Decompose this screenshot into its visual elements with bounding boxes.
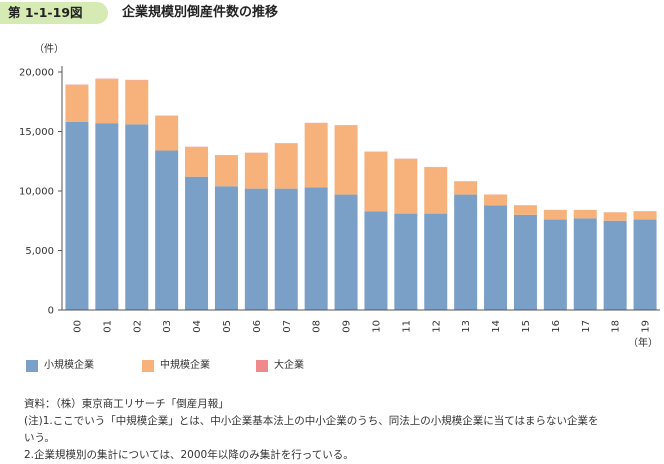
bar-segment-medium: [364, 151, 388, 212]
x-tick-label: 14: [491, 320, 502, 333]
bar-segment-small: [334, 194, 358, 310]
bar-segment-small: [424, 213, 448, 310]
legend-swatch-large: [256, 360, 268, 372]
x-tick-label: 13: [461, 320, 472, 333]
bar-segment-medium: [214, 155, 238, 187]
figure-notes: 資料：（株）東京商工リサーチ「倒産月報」 (注)1.ここでいう「中規模企業」とは…: [24, 396, 654, 464]
x-tick-label: 05: [222, 320, 233, 333]
bar-segment-medium: [394, 158, 418, 214]
bar-segment-medium: [304, 123, 328, 188]
x-tick-label: 01: [102, 320, 113, 333]
bar-segment-small: [185, 176, 209, 310]
bar-segment-small: [214, 186, 238, 310]
x-tick-label: 12: [431, 320, 442, 333]
legend-swatch-medium: [142, 360, 154, 372]
figure-header: 第 1-1-19図 企業規模別倒産件数の推移: [0, 0, 664, 28]
x-tick-label: 03: [162, 320, 173, 333]
bar-segment-small: [155, 150, 179, 310]
x-tick-label: 02: [132, 320, 143, 333]
stacked-bar-chart: （件） 0 5,000 10,000 15,000 20,000 00 01 02 03 04 05 0…: [19, 43, 660, 349]
bar-segment-medium: [65, 85, 89, 122]
x-tick-label: 18: [611, 320, 622, 333]
y-axis-unit: （件）: [34, 43, 64, 55]
x-tick-label: 08: [312, 320, 323, 333]
figure-number: 第 1-1-19図: [0, 2, 108, 24]
x-tick-label: 07: [282, 320, 293, 333]
bar-segment-medium: [543, 210, 567, 220]
bar-segment-medium: [424, 167, 448, 214]
figure-title: 企業規模別倒産件数の推移: [122, 5, 279, 20]
source-note: 資料：（株）東京商工リサーチ「倒産月報」: [24, 398, 229, 410]
bar-segment-medium: [274, 143, 298, 189]
bar-segment-small: [603, 220, 627, 310]
bar-segment-medium: [185, 146, 209, 177]
bar-segment-small: [543, 219, 567, 310]
bar-segment-medium: [95, 79, 119, 124]
bar-segment-medium: [513, 205, 537, 215]
y-tick-label: 10,000: [19, 187, 54, 198]
bar-segment-medium: [603, 212, 627, 221]
x-tick-label: 17: [581, 320, 592, 333]
x-tick-label: 09: [342, 320, 353, 333]
bar-segment-small: [454, 194, 478, 310]
x-tick-label: 15: [521, 320, 532, 333]
bar-segment-small: [573, 218, 597, 310]
x-axis-unit: （年）: [628, 336, 658, 349]
legend-label-medium: 中規模企業: [160, 360, 210, 371]
chart-legend: 小規模企業 中規模企業 大企業: [26, 358, 426, 374]
bar-segment-medium: [573, 210, 597, 219]
bar-segment-medium: [454, 181, 478, 195]
x-tick-label: 11: [401, 320, 412, 333]
bar-segment-small: [274, 188, 298, 310]
y-tick-label: 20,000: [19, 68, 54, 79]
x-tick-label: 00: [72, 320, 83, 333]
bar-segment-small: [65, 121, 89, 310]
x-tick-label: 06: [252, 320, 263, 333]
legend-label-small: 小規模企業: [44, 360, 94, 371]
bar-segment-medium: [484, 194, 508, 206]
y-tick-label: 15,000: [19, 127, 54, 138]
note-1-line-2: いう。: [24, 432, 55, 444]
bar-segment-small: [125, 124, 149, 310]
note-1-line-1: (注)1.ここでいう「中規模企業」とは、中小企業基本法上の中小企業のうち、同法上…: [24, 415, 599, 427]
x-tick-label: 10: [371, 320, 382, 333]
bar-segment-small: [95, 123, 119, 310]
bar-segment-small: [244, 188, 268, 310]
bar-segment-small: [364, 211, 388, 310]
legend-swatch-small: [26, 360, 38, 372]
bar-segment-small: [394, 213, 418, 310]
bar-segment-small: [304, 187, 328, 310]
bar-segment-small: [633, 219, 657, 310]
x-tick-label: 19: [641, 320, 652, 333]
bar-segment-medium: [633, 211, 657, 220]
bar-segment-medium: [244, 152, 268, 189]
y-tick-label: 5,000: [25, 246, 54, 257]
bar-segment-small: [513, 214, 537, 310]
x-tick-label: 16: [551, 320, 562, 333]
legend-label-large: 大企業: [274, 360, 304, 371]
bar-segment-medium: [155, 116, 179, 151]
bar-segment-medium: [125, 80, 149, 125]
bar-segment-small: [484, 205, 508, 310]
note-2: 2.企業規模別の集計については、2000年以降のみ集計を行っている。: [24, 449, 354, 461]
y-tick-label: 0: [48, 306, 54, 317]
x-tick-label: 04: [192, 320, 203, 333]
bar-segment-medium: [334, 125, 358, 195]
